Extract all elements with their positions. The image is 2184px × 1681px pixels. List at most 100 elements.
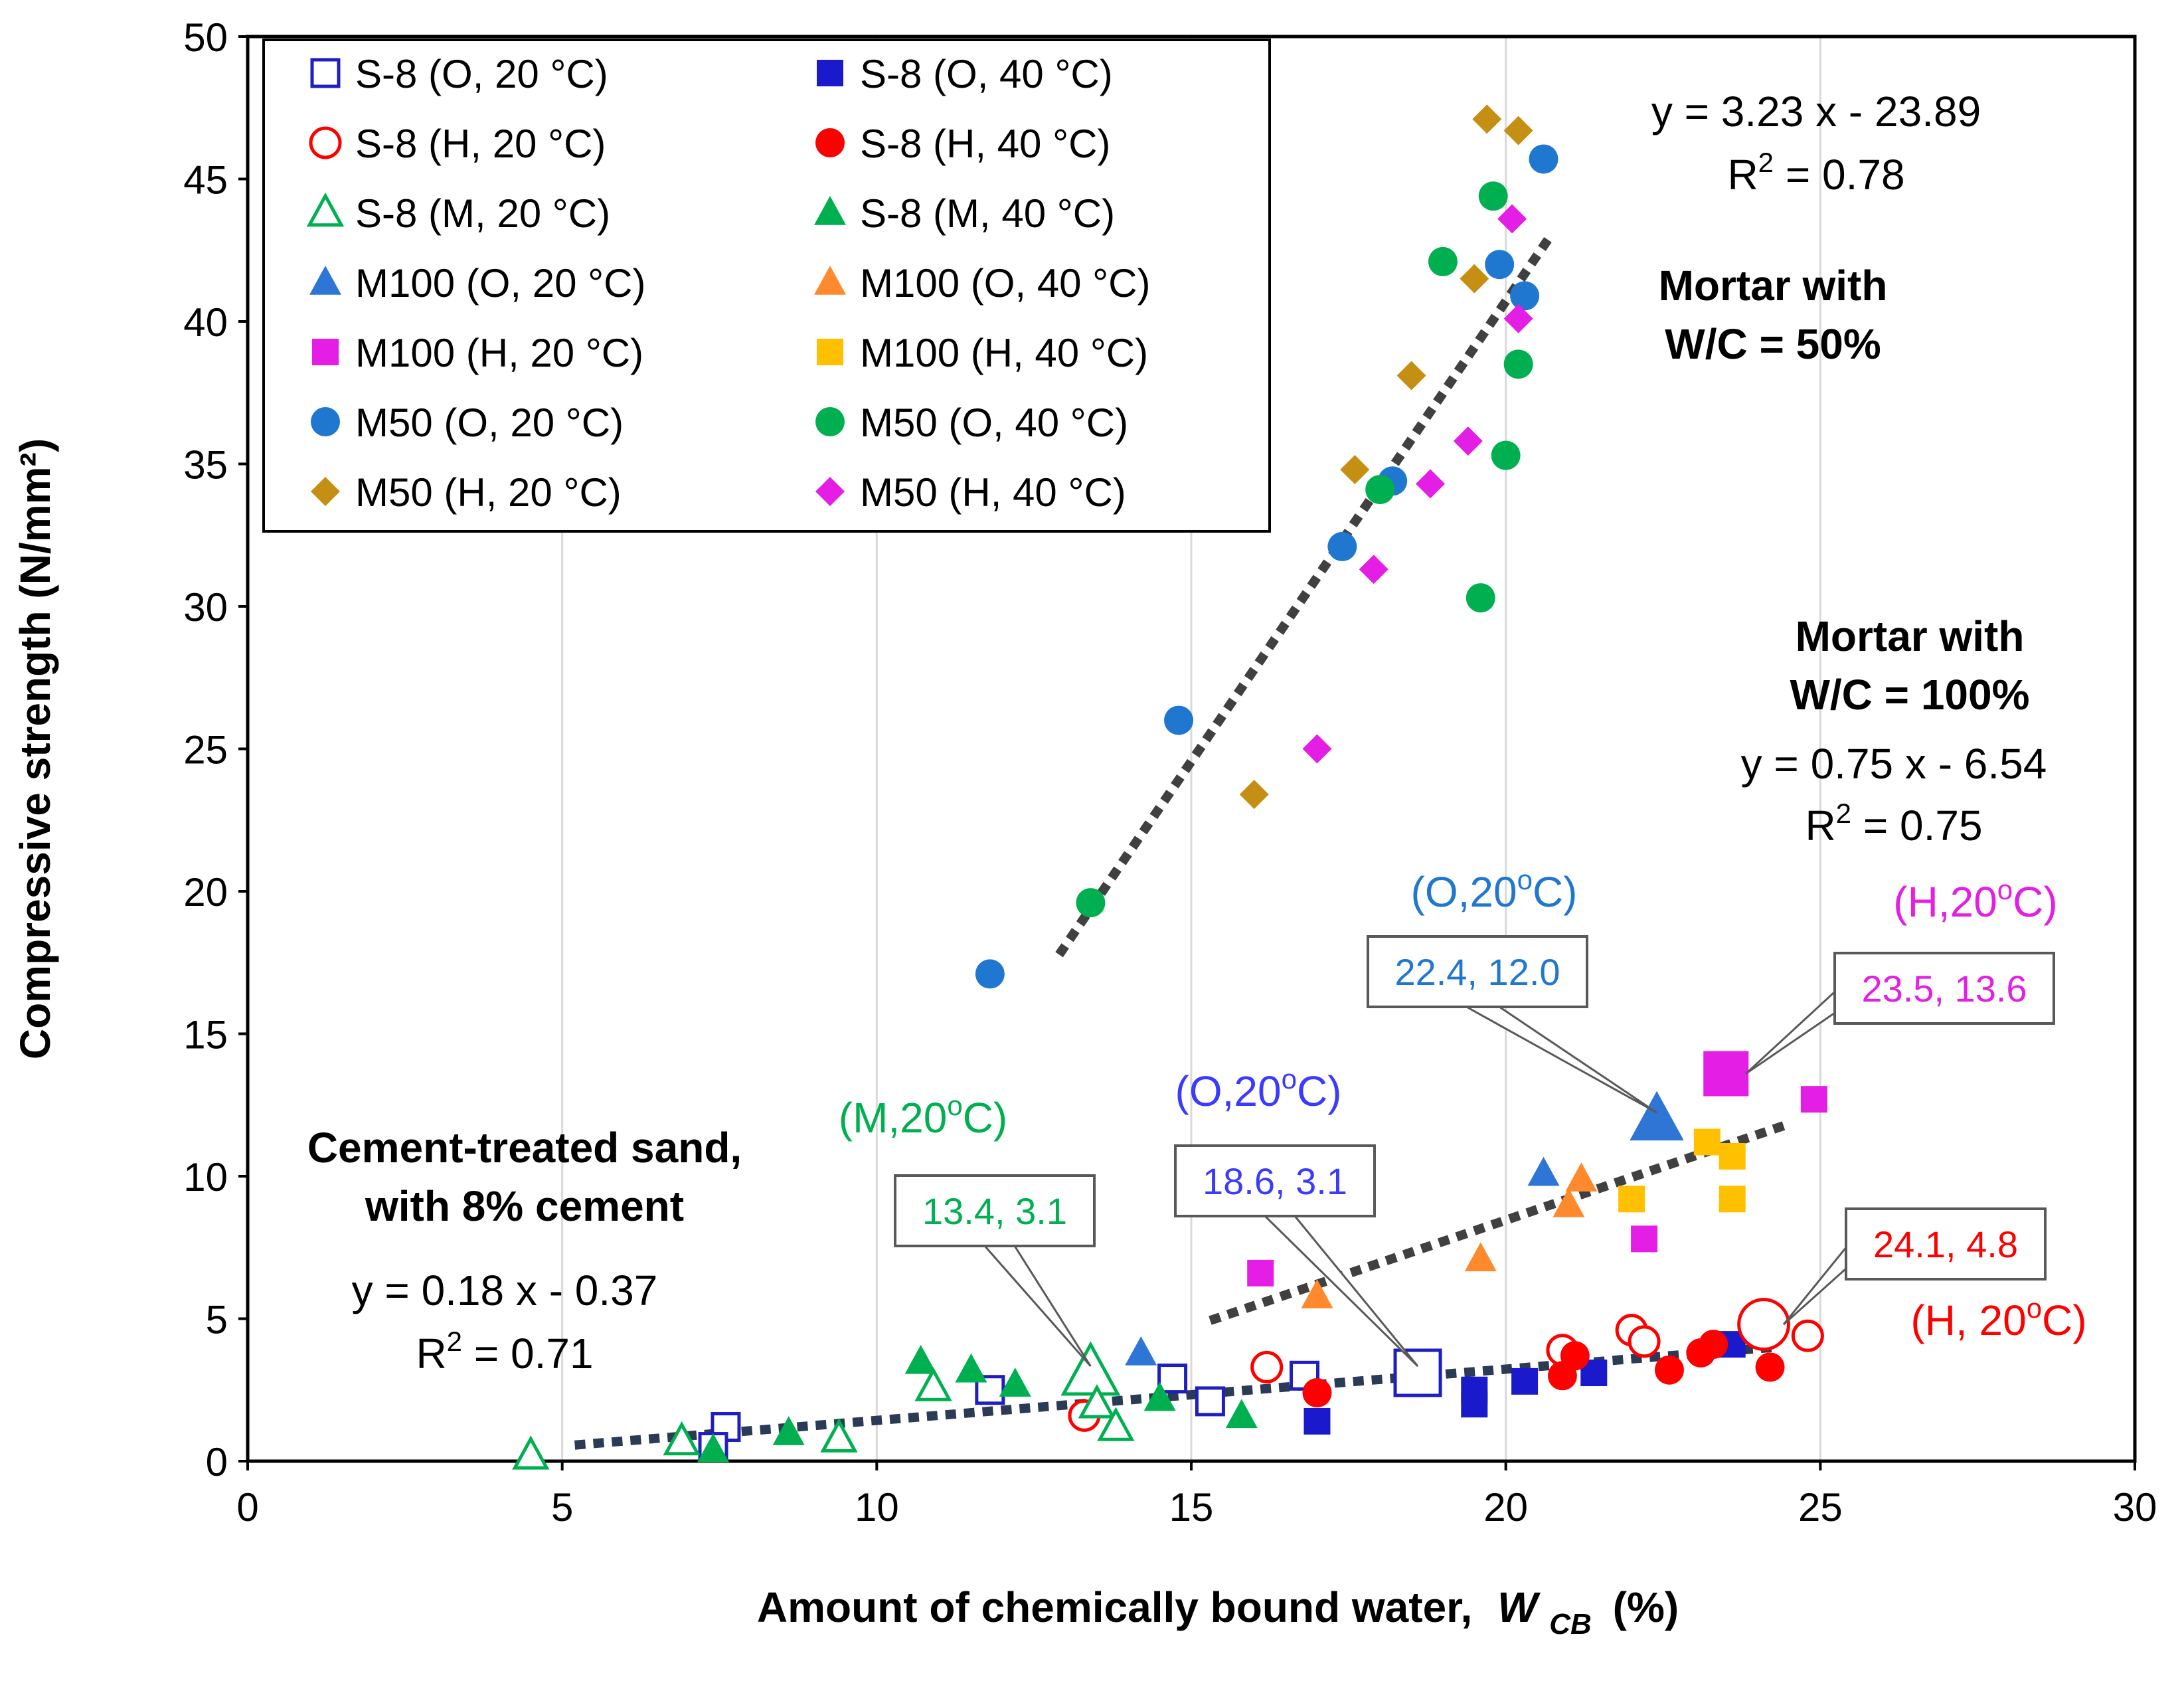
legend-label: M100 (H, 20 °C) <box>355 331 643 375</box>
data-point <box>1719 1142 1746 1170</box>
legend-marker <box>817 60 843 86</box>
data-point <box>1453 426 1483 456</box>
callout-leader <box>982 1245 1092 1368</box>
legend-box <box>262 39 1271 533</box>
data-point <box>1654 1355 1684 1385</box>
callouts: 22.4, 12.0 23.5, 13.6 18.6, 3.1 13.4, 3.1 24… <box>894 935 2055 1368</box>
x-axis-title-variable: W <box>1497 1583 1541 1631</box>
data-point <box>1097 1407 1135 1441</box>
data-point <box>1164 705 1194 735</box>
data-point <box>1491 440 1521 470</box>
data-point <box>1250 1350 1284 1383</box>
data-point <box>1472 104 1502 134</box>
legend-label: S-8 (O, 40 °C) <box>860 52 1113 96</box>
y-tick-label: 30 <box>183 585 228 630</box>
callout-box <box>1174 1144 1376 1217</box>
callout-leader <box>1745 989 1836 1075</box>
data-point <box>1693 1128 1721 1156</box>
sand-eq: y = 0.18 x - 0.37 <box>352 1267 658 1314</box>
data-point <box>1719 1186 1746 1213</box>
data-point <box>1464 1242 1497 1272</box>
data-point <box>1327 531 1357 561</box>
legend-marker <box>309 126 342 159</box>
y-tick-label: 50 <box>183 15 228 60</box>
mortar100-eq: y = 0.75 x - 6.54 <box>1741 740 2047 788</box>
data-point <box>1415 469 1445 499</box>
legend-label: M100 (O, 20 °C) <box>355 261 645 306</box>
x-tick-label: 5 <box>551 1485 573 1530</box>
data-point <box>1485 250 1515 280</box>
data-point <box>1460 264 1489 294</box>
data-point <box>1618 1186 1645 1213</box>
legend-label: M100 (H, 40 °C) <box>860 331 1148 375</box>
mortar50-r2: R2 = 0.78 <box>1727 147 1904 199</box>
data-point <box>1340 455 1370 485</box>
legend-marker <box>814 266 846 295</box>
data-point <box>1143 1381 1176 1411</box>
data-point <box>1791 1319 1824 1352</box>
x-axis-title-main: Amount of chemically bound water, <box>757 1583 1472 1631</box>
condition-label-o-sand: (O,20oC) <box>1175 1063 1342 1115</box>
sand-title-line1: Cement-treated sand, <box>307 1124 742 1172</box>
data-point <box>697 1433 730 1462</box>
mortar50-title-line1: Mortar with <box>1659 262 1888 310</box>
x-tick-label: 10 <box>855 1485 899 1530</box>
legend-label: S-8 (H, 40 °C) <box>860 122 1110 166</box>
x-axis-title: Amount of chemically bound water, W CB (… <box>757 1583 1679 1643</box>
data-point <box>1527 1156 1560 1186</box>
legend-marker <box>311 407 340 436</box>
callout-label: 24.1, 4.8 <box>1873 1223 2018 1265</box>
x-axis-title-unit: (%) <box>1613 1583 1679 1631</box>
data-point <box>1302 734 1332 764</box>
data-point <box>1301 1279 1333 1308</box>
data-point <box>1239 780 1269 810</box>
legend-label: M50 (H, 40 °C) <box>860 470 1126 515</box>
trendline <box>1055 234 1554 958</box>
data-point <box>1157 1364 1188 1394</box>
data-point <box>1060 1341 1121 1396</box>
legend-marker <box>306 192 345 227</box>
mortar100-annotation: Mortar with W/C = 100% y = 0.75 x - 6.54… <box>1741 612 2047 849</box>
y-tick-label: 10 <box>183 1155 228 1199</box>
data-point <box>512 1435 550 1470</box>
data-point <box>1466 583 1495 613</box>
callout-label: 22.4, 12.0 <box>1394 951 1560 993</box>
data-point <box>1503 304 1533 333</box>
x-tick-label: 30 <box>2113 1485 2157 1530</box>
y-tick-label: 45 <box>183 158 228 203</box>
condition-label-h-mortar: (H,20oC) <box>1893 874 2057 926</box>
mortar100-title-line2: W/C = 100% <box>1790 671 2029 719</box>
data-point <box>955 1353 987 1383</box>
trendline <box>1209 1119 1791 1325</box>
data-point <box>1503 349 1533 379</box>
callout-label: 23.5, 13.6 <box>1861 968 2027 1010</box>
y-tick-label: 40 <box>183 300 228 345</box>
sand-r2: R2 = 0.71 <box>416 1326 593 1377</box>
y-tick-label: 0 <box>206 1440 228 1484</box>
legend-label: S-8 (O, 20 °C) <box>355 52 608 96</box>
x-tick-label: 25 <box>1798 1485 1843 1530</box>
mortar50-annotation: y = 3.23 x - 23.89 R2 = 0.78 Mortar with… <box>1651 88 1981 368</box>
x-axis-title-subscript: CB <box>1549 1608 1592 1640</box>
data-point <box>904 1344 937 1374</box>
data-point <box>1503 116 1533 145</box>
data-point <box>1703 1051 1749 1097</box>
data-point <box>1737 1298 1790 1351</box>
data-point <box>772 1416 805 1445</box>
data-point <box>1393 1348 1442 1397</box>
legend-marker <box>311 477 340 506</box>
legend-marker <box>310 58 341 88</box>
data-point <box>663 1421 701 1456</box>
data-point <box>1478 181 1508 211</box>
data-point <box>1225 1399 1258 1429</box>
data-point <box>1078 1384 1116 1419</box>
data-point <box>1125 1336 1157 1366</box>
mortar50-eq: y = 3.23 x - 23.89 <box>1651 88 1981 135</box>
callout-box <box>1367 935 1588 1008</box>
data-point <box>820 1418 858 1453</box>
data-point <box>1511 1368 1539 1395</box>
sand-title-line2: with 8% cement <box>365 1182 684 1230</box>
data-point <box>1302 1378 1332 1408</box>
legend: S-8 (O, 20 °C) S-8 (O, 40 °C) S-8 (H, 20 °… <box>262 39 1271 533</box>
data-point <box>1076 888 1106 918</box>
